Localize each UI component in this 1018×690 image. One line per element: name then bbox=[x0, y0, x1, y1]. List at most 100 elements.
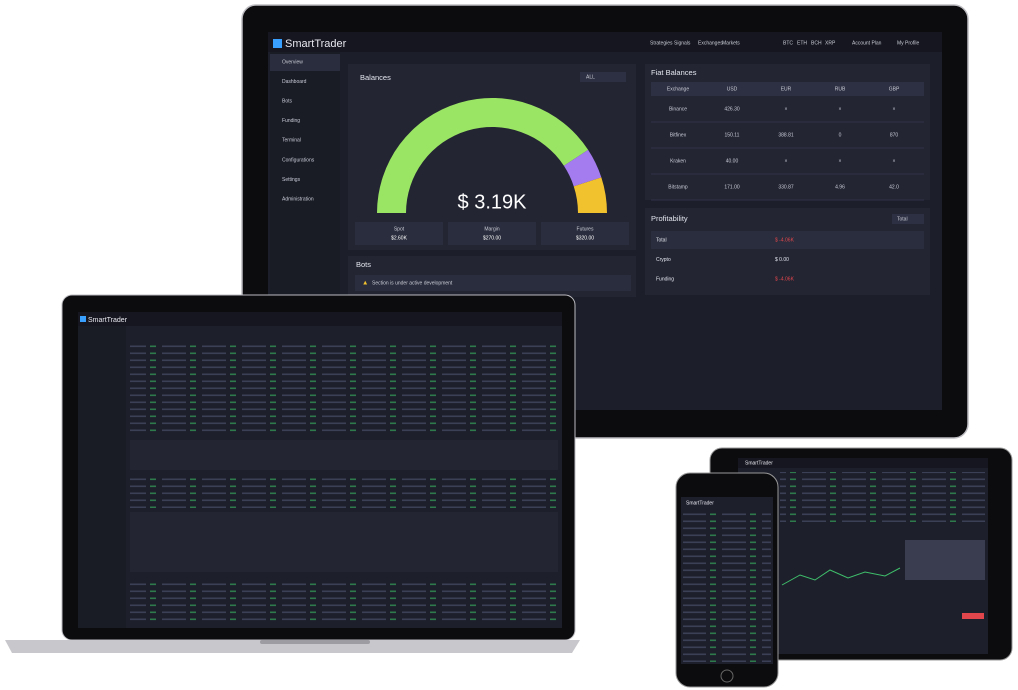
ticker: BTC bbox=[783, 40, 793, 46]
table-cell: Binance bbox=[669, 106, 687, 112]
profit-value: $ -4.06K bbox=[775, 237, 795, 243]
nav-link: Strategies bbox=[650, 40, 673, 46]
sidebar-item: Dashboard bbox=[282, 79, 307, 85]
balance-label: Futures bbox=[577, 226, 594, 232]
profit-label: Funding bbox=[656, 276, 674, 282]
profit-label: Total bbox=[656, 237, 667, 243]
filter[interactable] bbox=[892, 214, 924, 224]
sidebar-item: Overview bbox=[282, 59, 303, 65]
laptop-notch bbox=[260, 640, 370, 644]
top-bar bbox=[738, 458, 988, 468]
balance-box bbox=[448, 222, 536, 245]
warning-icon: ▲ bbox=[362, 280, 368, 287]
row-highlight bbox=[651, 231, 924, 249]
sidebar-item: Terminal bbox=[282, 138, 301, 144]
nav-link: Signals bbox=[674, 40, 691, 46]
profit-value: $ 0.00 bbox=[775, 257, 789, 263]
logo: SmartTrader bbox=[88, 317, 128, 324]
home-button[interactable] bbox=[720, 669, 734, 683]
logo: SmartTrader bbox=[285, 38, 347, 50]
sidebar-item: Settings bbox=[282, 177, 301, 183]
top-bar bbox=[78, 312, 562, 326]
table-header bbox=[651, 82, 924, 96]
notice bbox=[355, 275, 631, 291]
table bbox=[130, 440, 558, 470]
profit-panel bbox=[645, 208, 930, 295]
rows bbox=[130, 478, 558, 508]
sidebar-item: Configurations bbox=[282, 157, 315, 163]
sidebar bbox=[270, 52, 340, 298]
filter-label[interactable]: Total bbox=[897, 216, 908, 222]
panel-title: Balances bbox=[360, 73, 391, 82]
balance-value: $320.00 bbox=[576, 235, 594, 241]
balance-box bbox=[541, 222, 629, 245]
balance-value: $2.60K bbox=[391, 235, 408, 241]
balance-box bbox=[355, 222, 443, 245]
table-cell: 150.11 bbox=[725, 132, 740, 138]
total-balance: $ 3.19K bbox=[458, 191, 528, 213]
profit-value: $ -4.06K bbox=[775, 276, 795, 282]
column-header: GBP bbox=[889, 86, 900, 92]
sidebar-item: Funding bbox=[282, 118, 300, 124]
table-cell: 40.00 bbox=[726, 158, 739, 164]
balance-value: $270.00 bbox=[483, 235, 501, 241]
table-cell: 42.0 bbox=[889, 184, 899, 190]
rows bbox=[130, 345, 558, 435]
column-header: EUR bbox=[781, 86, 792, 92]
gauge-segment bbox=[377, 97, 589, 213]
table-cell: × bbox=[839, 158, 842, 164]
table-cell: × bbox=[893, 106, 896, 112]
column-header: Exchange bbox=[667, 86, 689, 92]
logo-icon bbox=[273, 39, 282, 48]
table-cell: 171.00 bbox=[724, 184, 740, 190]
logo: SmartTrader bbox=[745, 460, 773, 466]
table-cell: Bitfinex bbox=[670, 132, 687, 138]
table-cell: Bitstamp bbox=[668, 184, 688, 190]
order-box bbox=[905, 540, 985, 580]
balance-label: Margin bbox=[484, 226, 500, 232]
price-line bbox=[781, 567, 901, 586]
panel-title: Bots bbox=[356, 260, 371, 269]
account-link: My Profile bbox=[897, 40, 919, 46]
rows bbox=[130, 580, 558, 625]
panel-title: Fiat Balances bbox=[651, 68, 697, 77]
desktop-content: Strategies Signals Exchanges Markets BTC ETH B… bbox=[282, 40, 924, 282]
ticker: ETH bbox=[797, 40, 807, 46]
table-cell: 330.87 bbox=[778, 184, 794, 190]
nav-link: Markets bbox=[722, 40, 740, 46]
table-cell: × bbox=[785, 106, 788, 112]
table-cell: × bbox=[893, 158, 896, 164]
table-cell: 870 bbox=[890, 132, 899, 138]
logo: SmartTrader bbox=[686, 500, 714, 506]
table-cell: 388.81 bbox=[778, 132, 794, 138]
filter[interactable] bbox=[580, 72, 626, 82]
balance-label: Spot bbox=[394, 226, 405, 232]
sidebar bbox=[78, 326, 126, 628]
table-cell: Kraken bbox=[670, 158, 686, 164]
logo-icon bbox=[80, 316, 86, 322]
column-header: RUB bbox=[835, 86, 846, 92]
nav-link: Exchanges bbox=[698, 40, 723, 46]
sidebar-item: Bots bbox=[282, 99, 293, 105]
gauge-segment bbox=[563, 149, 602, 187]
table-cell: × bbox=[839, 106, 842, 112]
top-bar bbox=[268, 32, 942, 52]
table-cell: × bbox=[785, 158, 788, 164]
profit-label: Crypto bbox=[656, 257, 671, 263]
sidebar-item: Administration bbox=[282, 197, 314, 203]
rows bbox=[683, 512, 771, 662]
button bbox=[962, 613, 984, 619]
table-cell: 0 bbox=[839, 132, 842, 138]
table bbox=[130, 512, 558, 572]
rows bbox=[780, 472, 985, 522]
ticker: XRP bbox=[825, 40, 836, 46]
ticker: BCH bbox=[811, 40, 822, 46]
table-cell: 4.96 bbox=[835, 184, 845, 190]
table-cell: 426.30 bbox=[724, 106, 740, 112]
sidebar-active bbox=[270, 54, 340, 71]
filter-label[interactable]: ALL bbox=[586, 74, 595, 80]
column-header: USD bbox=[727, 86, 738, 92]
gauge bbox=[377, 97, 607, 213]
notice-text: Section is under active development bbox=[372, 280, 453, 286]
